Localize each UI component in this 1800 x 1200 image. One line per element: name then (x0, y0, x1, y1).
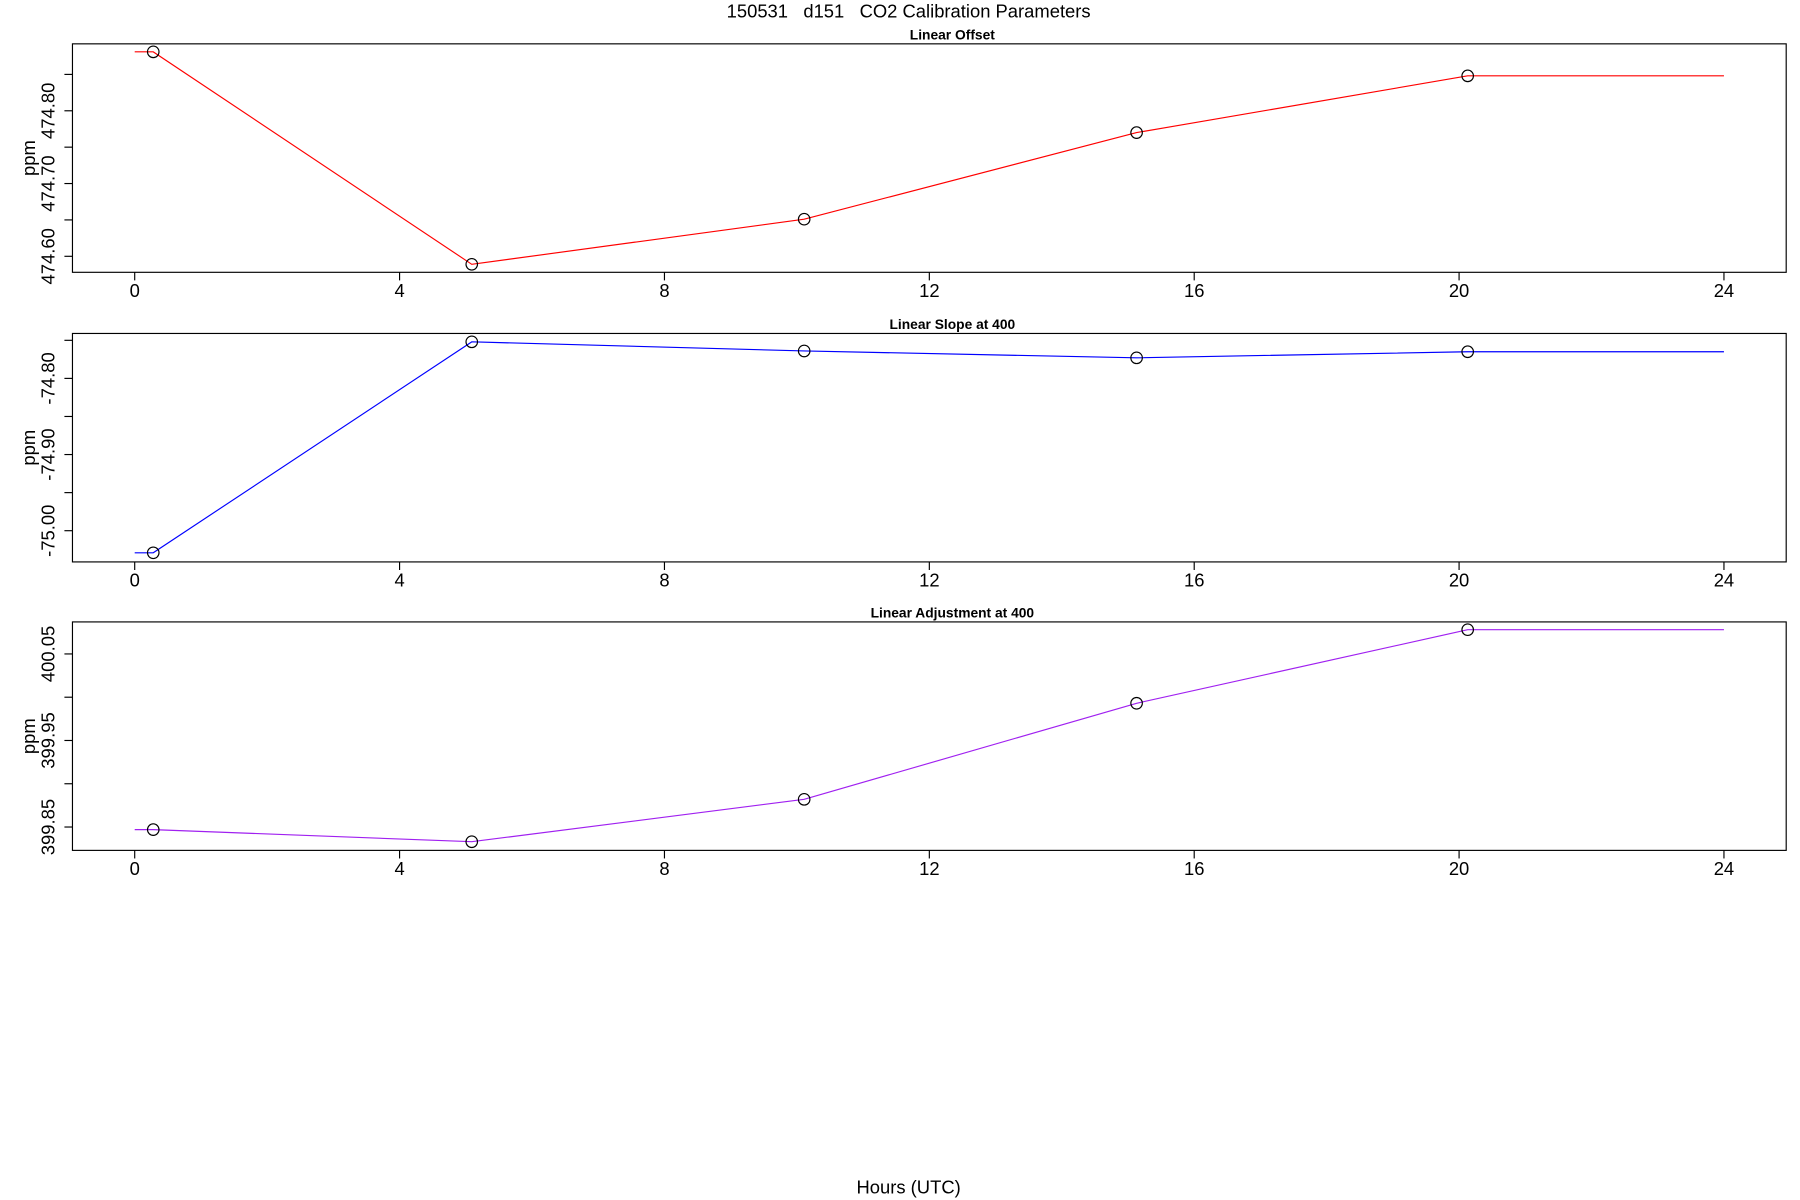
data-line (134, 629, 1724, 843)
figure-title: 150531 d151 CO2 Calibration Parameters (727, 1, 1091, 22)
data-point (146, 823, 160, 836)
plot-frame (71, 621, 1787, 851)
y-tick-label: -74.90 (37, 428, 58, 480)
panel-title: Linear Offset (910, 26, 995, 42)
y-tick-label: -74.80 (37, 352, 58, 404)
data-line (134, 341, 1724, 554)
plot-frame (71, 332, 1787, 563)
data-point (465, 257, 479, 271)
x-tick-label: 12 (919, 569, 939, 590)
y-axis-label: ppm (18, 718, 39, 754)
plot-frame (71, 43, 1787, 273)
x-tick-label: 0 (130, 280, 140, 301)
data-point (146, 45, 160, 59)
y-tick-label: 400.05 (37, 626, 58, 682)
x-tick-label: 8 (659, 569, 669, 590)
y-axis-label: ppm (18, 140, 39, 176)
data-line (134, 51, 1724, 265)
y-tick-label: 474.70 (37, 155, 58, 211)
x-tick-label: 12 (919, 280, 939, 301)
data-point (1130, 351, 1143, 365)
data-point (146, 546, 160, 560)
y-tick-label: 399.95 (37, 712, 58, 768)
x-tick-label: 4 (394, 280, 404, 301)
data-point (797, 792, 811, 806)
panel-title: Linear Adjustment at 400 (871, 604, 1035, 620)
x-tick-label: 24 (1714, 280, 1734, 301)
x-tick-label: 20 (1449, 858, 1469, 879)
x-tick-label: 8 (659, 858, 669, 879)
data-point (1461, 69, 1475, 83)
y-tick-label: 474.80 (37, 83, 58, 139)
data-point (465, 835, 479, 849)
data-point (1130, 696, 1143, 710)
x-tick-label: 8 (659, 280, 669, 301)
y-axis-label: ppm (18, 430, 39, 466)
data-point (797, 212, 811, 226)
x-tick-label: 0 (130, 858, 140, 879)
x-tick-label: 20 (1449, 280, 1469, 301)
x-tick-label: 12 (919, 858, 939, 879)
y-tick-label: 474.60 (37, 228, 58, 284)
x-tick-label: 4 (394, 858, 404, 879)
x-tick-label: 24 (1714, 858, 1734, 879)
panel-title: Linear Slope at 400 (889, 316, 1015, 332)
x-tick-label: 16 (1184, 569, 1204, 590)
data-point (1461, 623, 1475, 637)
data-point (1130, 126, 1143, 139)
y-tick-label: -75.00 (37, 505, 58, 557)
x-tick-label: 20 (1449, 569, 1469, 590)
x-tick-label: 24 (1714, 569, 1734, 590)
y-tick-label: 399.85 (37, 799, 58, 855)
x-axis-label: Hours (UTC) (857, 1176, 961, 1197)
x-tick-label: 0 (130, 569, 140, 590)
data-point (465, 335, 479, 349)
x-tick-label: 16 (1184, 858, 1204, 879)
x-tick-label: 16 (1184, 280, 1204, 301)
data-point (1461, 345, 1475, 359)
x-tick-label: 4 (394, 569, 404, 590)
data-point (797, 344, 811, 358)
